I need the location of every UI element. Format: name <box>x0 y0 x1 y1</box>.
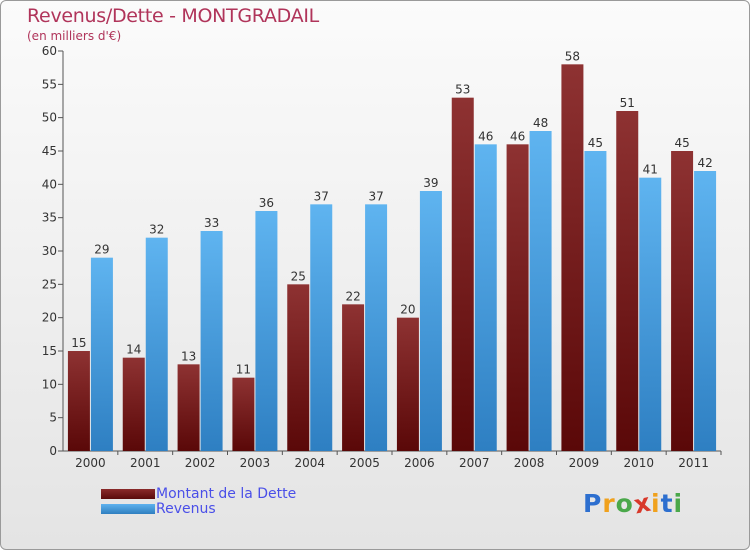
y-tick-label: 40 <box>42 177 57 191</box>
data-label-revenus: 37 <box>368 189 383 203</box>
data-label-revenus: 33 <box>204 216 219 230</box>
x-tick-label: 2000 <box>75 456 106 470</box>
logo-letter: t <box>660 489 674 518</box>
data-label-revenus: 42 <box>697 156 712 170</box>
bar-dette <box>616 111 639 451</box>
x-tick-label: 2008 <box>514 456 545 470</box>
bar-dette <box>451 97 474 452</box>
x-tick-label: 2007 <box>459 456 490 470</box>
chart-subtitle: (en milliers d'€) <box>27 29 122 43</box>
bar-revenus <box>365 204 388 451</box>
data-label-revenus: 32 <box>149 223 164 237</box>
y-tick-label: 50 <box>42 111 57 125</box>
y-tick-label: 10 <box>42 377 57 391</box>
y-tick-label: 5 <box>49 411 57 425</box>
data-label-dette: 45 <box>674 136 689 150</box>
data-label-dette: 15 <box>71 336 86 350</box>
bar-dette <box>342 304 365 451</box>
x-tick-label: 2011 <box>678 456 709 470</box>
data-label-dette: 53 <box>455 83 470 97</box>
data-label-dette: 13 <box>181 349 196 363</box>
bar-dette <box>396 317 419 451</box>
bar-dette <box>122 357 145 451</box>
data-label-revenus: 29 <box>94 243 109 257</box>
data-label-dette: 51 <box>620 96 635 110</box>
data-label-revenus: 45 <box>588 136 603 150</box>
x-tick-label: 2006 <box>404 456 435 470</box>
y-tick-label: 15 <box>42 344 57 358</box>
data-label-revenus: 48 <box>533 116 548 130</box>
bar-revenus <box>419 191 442 451</box>
bar-revenus <box>200 231 223 451</box>
legend-label-dette: Montant de la Dette <box>156 486 297 502</box>
legend-label-revenus: Revenus <box>156 501 216 517</box>
y-tick-label: 20 <box>42 311 57 325</box>
y-tick-label: 55 <box>42 77 57 91</box>
data-label-dette: 25 <box>291 269 306 283</box>
x-tick-label: 2010 <box>623 456 654 470</box>
bar-dette <box>177 364 200 451</box>
logo-letter: P <box>583 489 603 518</box>
legend-swatch-dette <box>101 489 155 499</box>
bar-revenus <box>145 237 168 451</box>
bar-dette <box>671 151 694 451</box>
y-tick-label: 30 <box>42 244 57 258</box>
logo-letter: i <box>673 489 684 518</box>
data-label-revenus: 37 <box>314 189 329 203</box>
data-label-dette: 58 <box>565 49 580 63</box>
legend-swatch-revenus <box>101 504 155 514</box>
y-tick-label: 35 <box>42 211 57 225</box>
data-label-dette: 20 <box>400 303 415 317</box>
data-label-dette: 22 <box>345 289 360 303</box>
x-tick-label: 2005 <box>349 456 380 470</box>
bar-revenus <box>529 131 552 451</box>
x-tick-label: 2002 <box>185 456 216 470</box>
proxiti-logo: Proxiti <box>583 488 684 520</box>
y-tick-label: 45 <box>42 144 57 158</box>
data-label-revenus: 39 <box>423 176 438 190</box>
data-label-dette: 14 <box>126 343 141 357</box>
bar-revenus <box>310 204 333 451</box>
bar-dette <box>232 377 255 451</box>
bar-dette <box>67 351 90 451</box>
x-tick-label: 2001 <box>130 456 161 470</box>
bar-revenus <box>584 151 607 451</box>
chart-title: Revenus/Dette - MONTGRADAIL <box>27 5 319 27</box>
bar-dette <box>561 64 584 452</box>
logo-letter: r <box>602 489 616 518</box>
bar-revenus <box>255 211 278 451</box>
data-label-dette: 11 <box>236 363 251 377</box>
y-tick-label: 60 <box>42 44 57 58</box>
data-label-revenus: 46 <box>478 129 493 143</box>
logo-letter: i <box>651 489 661 518</box>
y-tick-label: 25 <box>42 277 57 291</box>
bar-revenus <box>694 171 717 451</box>
bar-revenus <box>639 177 662 451</box>
x-tick-label: 2004 <box>294 456 325 470</box>
bar-revenus <box>474 144 497 452</box>
y-tick-label: 0 <box>49 444 57 458</box>
data-label-revenus: 36 <box>259 196 274 210</box>
bar-dette <box>287 284 310 451</box>
logo-letter: o <box>615 489 634 518</box>
bar-dette <box>506 144 529 452</box>
x-tick-label: 2009 <box>569 456 600 470</box>
x-tick-label: 2003 <box>240 456 271 470</box>
data-label-revenus: 41 <box>643 163 658 177</box>
data-label-dette: 46 <box>510 129 525 143</box>
bar-revenus <box>90 257 113 451</box>
